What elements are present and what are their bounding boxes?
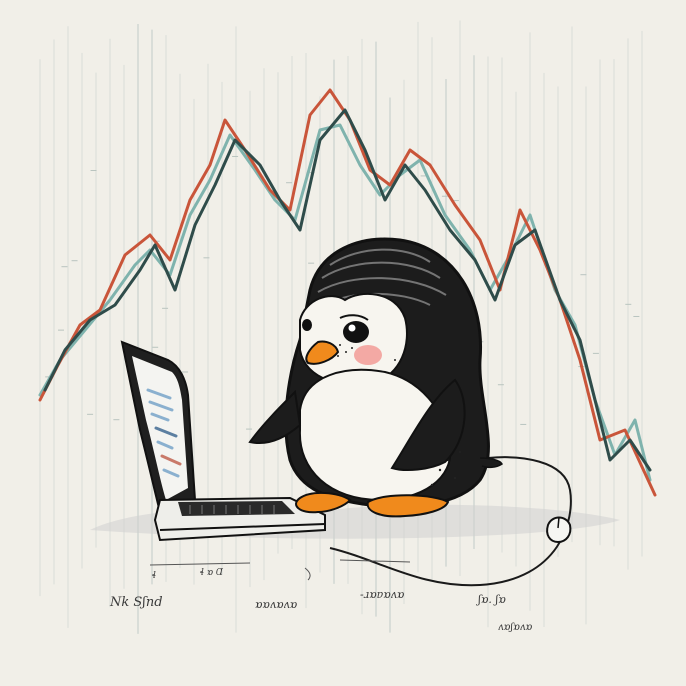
scribble-note-2: ɒɒʌɒʌɒ (255, 598, 298, 611)
penguin-cheek (354, 345, 382, 365)
penguin-right-flipper (390, 378, 466, 471)
scribble-note-6: ɬ ɒ Ɑ (200, 568, 224, 578)
laptop-base-edge (159, 523, 326, 531)
mouse-cable (329, 456, 572, 587)
penguin-left-flipper (248, 389, 302, 444)
keyboard-keys (189, 505, 275, 514)
penguin-beak (305, 340, 340, 365)
laptop-screen-content (146, 388, 182, 478)
laptop (120, 340, 326, 542)
chart-line-red (38, 88, 657, 497)
penguin (248, 237, 503, 518)
laptop-keyboard (178, 501, 295, 516)
scribble-note-5: ʌɒʃɒʌɒ (498, 622, 533, 633)
scribble-note-3: -ɹɒɐɒʌɒ (360, 588, 405, 601)
penguin-left-foot (295, 492, 352, 514)
penguin-eye (339, 314, 369, 343)
scribble-notes: Nk Sʃnd ɒɒʌɒʌɒ -ɹɒɐɒʌɒ ʃɒ. ʃɒ ʌɒʃɒʌɒ ɬ ɒ… (109, 568, 533, 633)
penguin-tail (479, 457, 503, 469)
computer-mouse (546, 516, 572, 544)
penguin-right-foot (366, 494, 450, 518)
sketch-marks (149, 559, 411, 581)
stock-chart-lines (38, 88, 657, 497)
scribble-note-4: ʃɒ. ʃɒ (475, 593, 506, 606)
scribble-note-1: Nk Sʃnd (109, 595, 163, 610)
penguin-left-eye (302, 319, 312, 331)
chart-line-dark (43, 108, 652, 472)
scribble-note-7: ɬ (152, 571, 156, 581)
